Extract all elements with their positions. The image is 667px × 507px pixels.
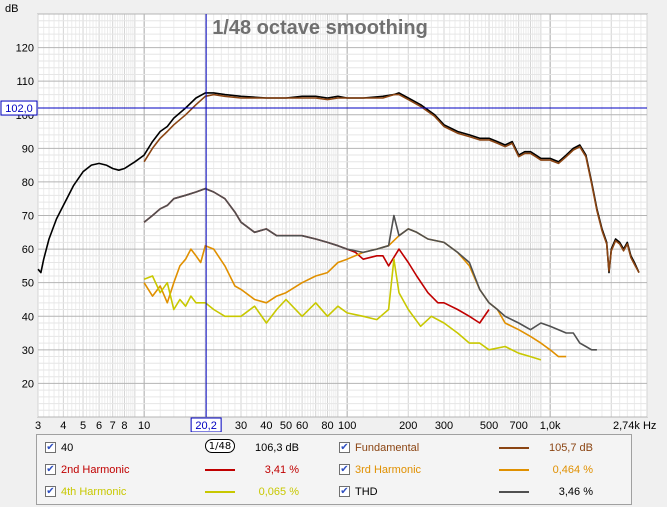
y-tick-label: 120: [16, 43, 34, 55]
y-tick-label: 80: [22, 177, 34, 189]
legend-entry: ✔ 4th Harmonic 0,065 %: [43, 481, 333, 503]
series-visibility-checkbox[interactable]: ✔: [339, 442, 350, 453]
cursor-x-readout-box: [190, 417, 222, 432]
legend-series-name: 3rd Harmonic: [355, 464, 422, 476]
legend-color-swatch: [499, 491, 529, 493]
x-tick-label: 2,74k Hz: [613, 420, 656, 432]
grid: [37, 13, 648, 418]
legend-entry: ✔ 3rd Harmonic 0,464 %: [337, 459, 627, 481]
series-line-4th-harmonic: [143, 258, 542, 361]
x-tick-label: 7: [110, 420, 116, 432]
y-tick-label: 70: [22, 211, 34, 223]
axes: 20 30 40 50 60 70 80 90 100 110 120 3 4 5 6 7 8 10 30 40 50 6…: [16, 43, 657, 432]
legend-series-name: THD: [355, 486, 378, 498]
chart-title: 1/48 octave smoothing: [212, 17, 428, 39]
y-tick-label: 50: [22, 278, 34, 290]
legend-series-name: Fundamental: [355, 442, 420, 454]
legend-entry: ✔ Fundamental 105,7 dB: [337, 437, 627, 459]
x-tick-label: 5: [80, 420, 86, 432]
x-tick-label: 6: [96, 420, 102, 432]
x-tick-label: 200: [399, 420, 417, 432]
x-tick-label: 60: [296, 420, 308, 432]
legend-value: 0,065 %: [258, 486, 299, 498]
x-tick-label: 4: [60, 420, 66, 432]
x-tick-label: 30: [235, 420, 247, 432]
series-visibility-checkbox[interactable]: ✔: [45, 486, 56, 497]
y-tick-label: 110: [16, 76, 34, 88]
y-tick-label: 20: [22, 378, 34, 390]
cursor-y-readout-box: [0, 100, 38, 116]
x-tick-label: 8: [121, 420, 127, 432]
y-axis-unit-label: dB: [5, 3, 18, 15]
cursor-y-readout: 102,0: [5, 103, 33, 115]
legend-color-swatch: [205, 469, 235, 471]
legend-series-name: 4th Harmonic: [61, 486, 127, 498]
x-tick-label: 100: [338, 420, 356, 432]
cursor-x-readout: 20,2: [195, 420, 216, 432]
series-line-thd: [143, 187, 597, 351]
legend-value: 106,3 dB: [254, 442, 299, 454]
x-tick-label: 3: [35, 420, 41, 432]
y-tick-label: 30: [22, 345, 34, 357]
x-tick-label: 1,0k: [540, 420, 561, 432]
crosshair-cursor[interactable]: 102,0 20,2: [0, 14, 647, 432]
legend-color-swatch: [205, 491, 235, 493]
y-tick-label: 90: [22, 143, 34, 155]
series-visibility-checkbox[interactable]: ✔: [45, 464, 56, 475]
legend-entry: ✔ 40 1/48 106,3 dB: [43, 437, 333, 459]
frequency-response-chart[interactable]: 20 30 40 50 60 70 80 90 100 110 120 3 4 5 6 7 8 10 30 40 50 6…: [0, 0, 667, 432]
legend-series-name: 40: [61, 442, 74, 454]
legend-row: ✔ 4th Harmonic 0,065 % ✔ THD 3,46 %: [37, 481, 631, 503]
legend-row: ✔ 40 1/48 106,3 dB ✔ Fundamental 105,7 dB: [37, 437, 631, 459]
series-line-fundamental: [143, 93, 640, 273]
legend-color-swatch: [499, 469, 529, 471]
x-tick-label: 80: [321, 420, 333, 432]
x-tick-label: 700: [510, 420, 528, 432]
legend-entry: ✔ 2nd Harmonic 3,41 %: [43, 459, 333, 481]
series-visibility-checkbox[interactable]: ✔: [45, 442, 56, 453]
legend-value: 3,41 %: [264, 464, 299, 476]
y-tick-label: 40: [22, 311, 34, 323]
x-tick-label: 40: [260, 420, 272, 432]
legend-row: ✔ 2nd Harmonic 3,41 % ✔ 3rd Harmonic 0,464 %: [37, 459, 631, 481]
x-tick-label: 50: [280, 420, 292, 432]
legend-value: 0,464 %: [552, 464, 593, 476]
series-visibility-checkbox[interactable]: ✔: [339, 486, 350, 497]
y-tick-label: 60: [22, 244, 34, 256]
smoothing-badge[interactable]: 1/48: [205, 439, 235, 453]
series-visibility-checkbox[interactable]: ✔: [339, 464, 350, 475]
series-lines: [37, 92, 640, 361]
legend-series-name: 2nd Harmonic: [61, 464, 130, 476]
legend-entry: ✔ THD 3,46 %: [337, 481, 627, 503]
legend-panel: ✔ 40 1/48 106,3 dB ✔ Fundamental 105,7 dB ✔ 2nd …: [36, 434, 632, 505]
x-tick-label: 500: [480, 420, 498, 432]
x-tick-label: 300: [435, 420, 453, 432]
x-tick-label: 10: [138, 420, 150, 432]
legend-value: 3,46 %: [558, 486, 593, 498]
legend-value: 105,7 dB: [548, 442, 593, 454]
legend-color-swatch: [499, 447, 529, 449]
